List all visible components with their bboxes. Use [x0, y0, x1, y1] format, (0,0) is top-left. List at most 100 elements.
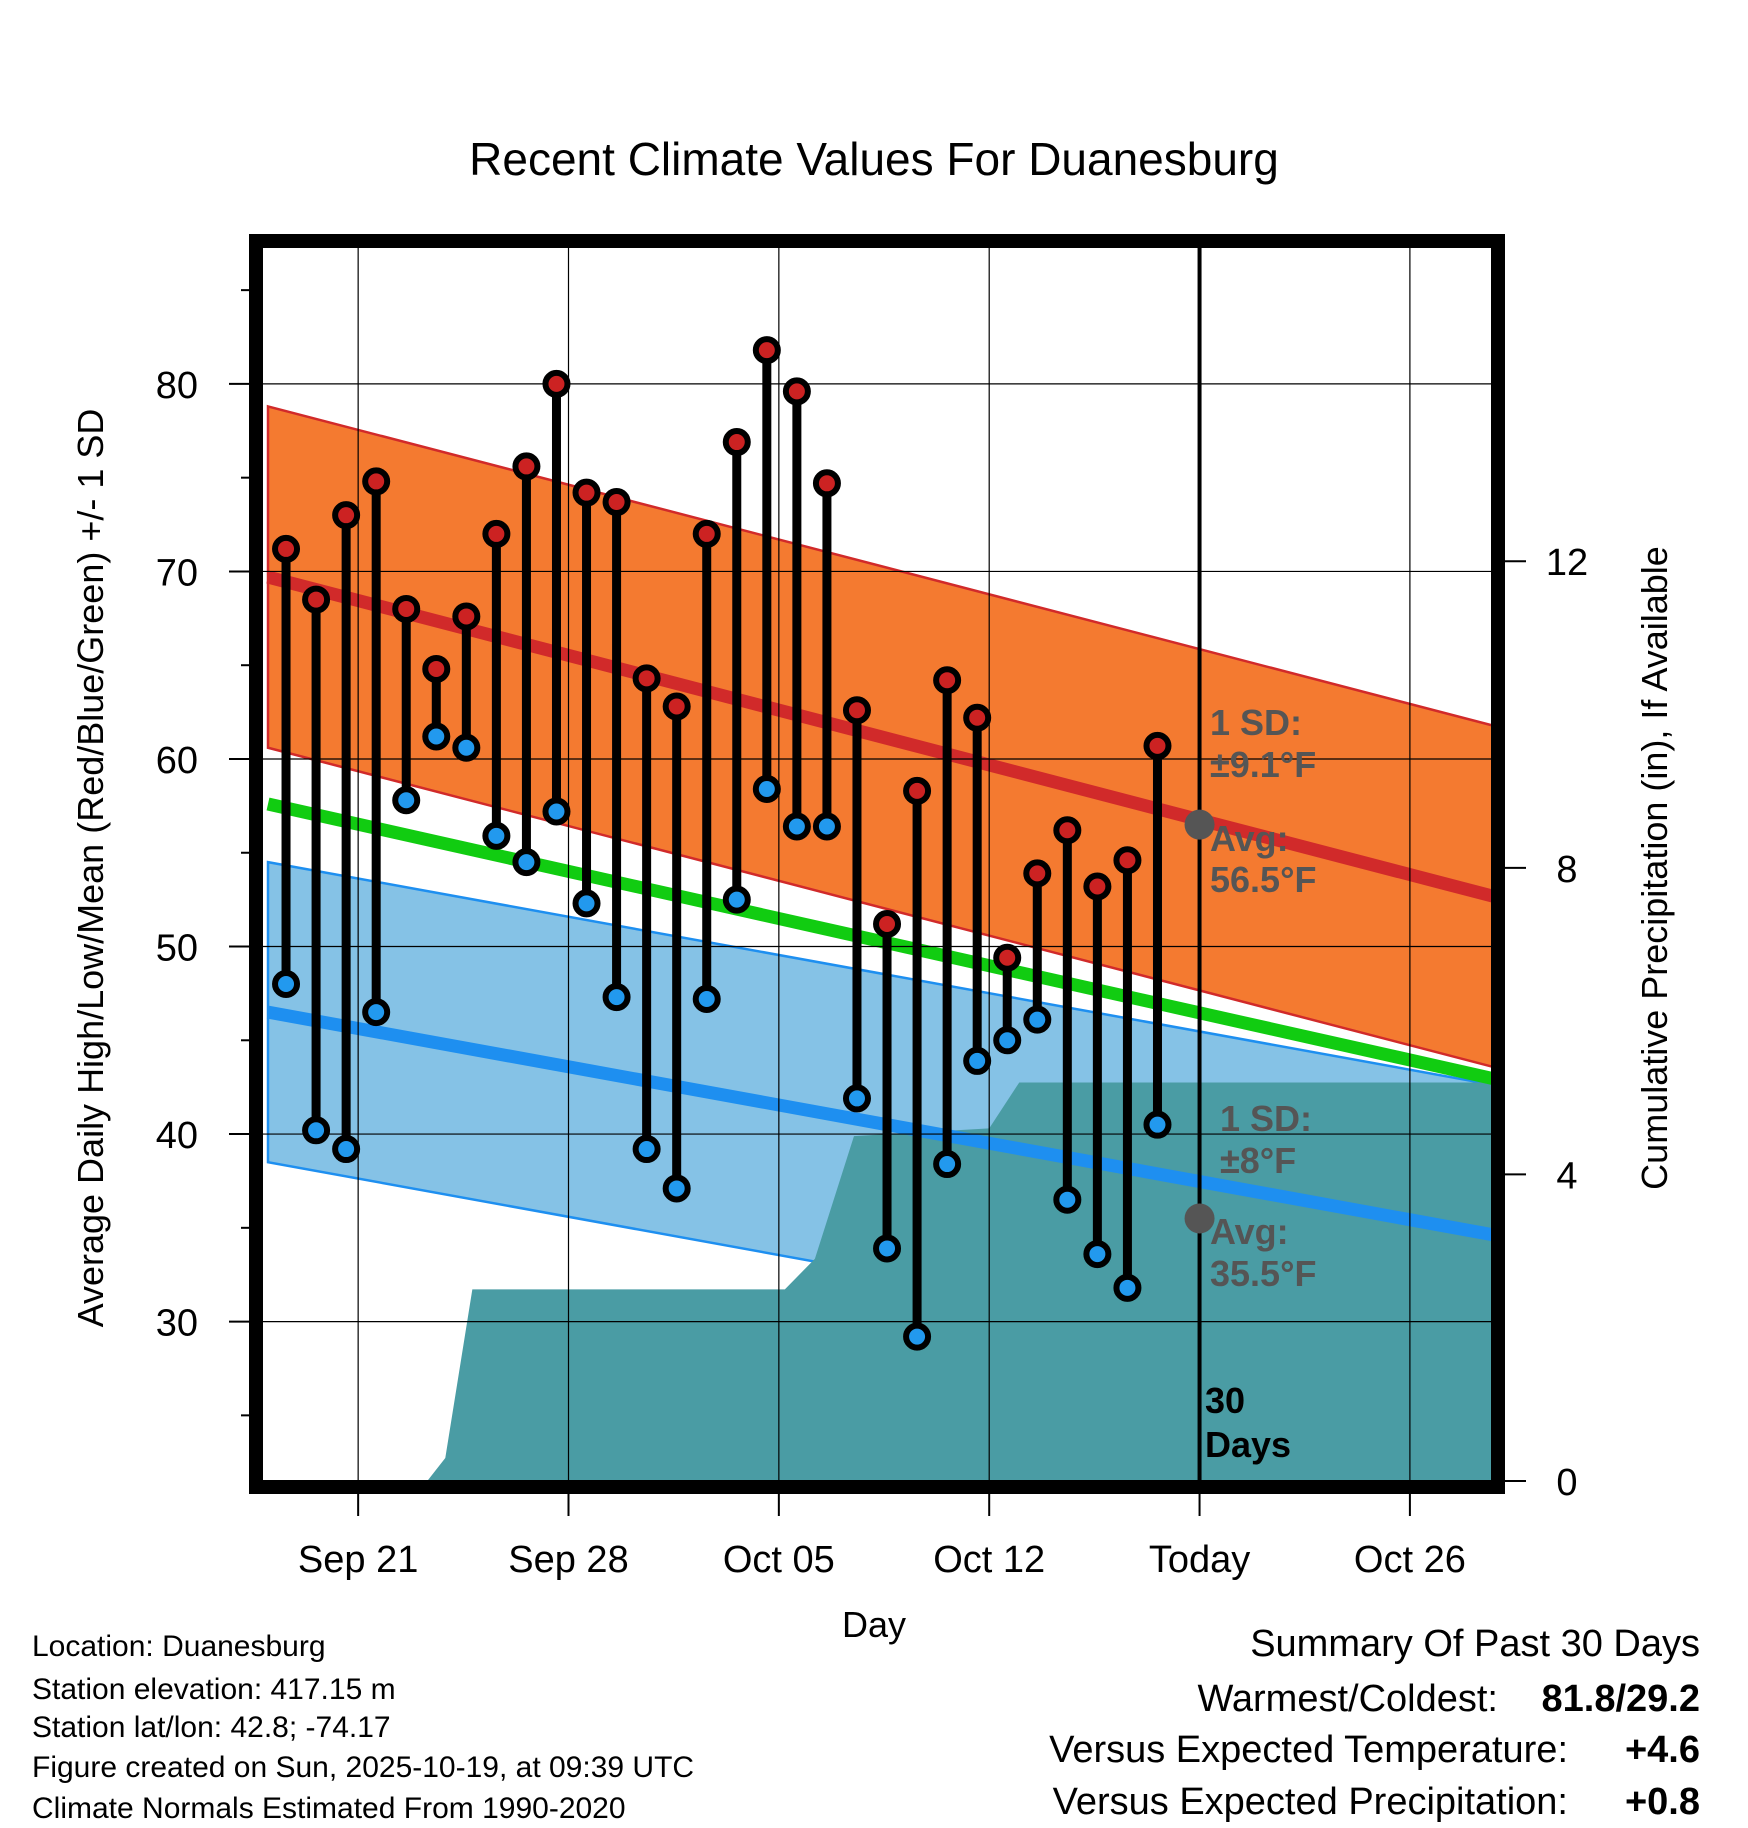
daily-low-point	[332, 1135, 361, 1164]
daily-high-point	[662, 692, 691, 721]
plot-frame	[249, 234, 1505, 1494]
today-high-avg-point	[1184, 809, 1215, 840]
daily-low-point	[572, 889, 601, 918]
daily-high-point	[302, 585, 331, 614]
summary-precip-value: +0.8	[1625, 1781, 1700, 1823]
x-axis-label: Day	[842, 1604, 906, 1645]
y-right-tick-label: 8	[1556, 849, 1577, 891]
daily-low-point	[422, 722, 451, 751]
daily-high-point	[1083, 872, 1112, 901]
y-left-tick-label: 80	[156, 365, 198, 407]
daily-low-point	[542, 797, 571, 826]
daily-high-point	[422, 654, 451, 683]
daily-low-point	[692, 985, 721, 1014]
daily-high-point	[332, 501, 361, 530]
footer-created: Figure created on Sun, 2025-10-19, at 09…	[32, 1751, 694, 1784]
y-right-tick-label: 4	[1556, 1155, 1577, 1197]
daily-high-point	[933, 666, 962, 695]
x-tick-label: Oct 12	[933, 1539, 1045, 1581]
daily-high-point	[963, 703, 992, 732]
y-axis-right-label: Cumulative Precipitation (in), If Availa…	[1634, 546, 1675, 1190]
daily-high-point	[752, 336, 781, 365]
low-avg-label: Avg:	[1210, 1211, 1289, 1252]
chart-title: Recent Climate Values For Duanesburg	[469, 133, 1279, 185]
axes: 30 40 50 60 70 80 0 4 8 12 Sep 21 Sep 28 Oct 05 Oct 1…	[156, 234, 1588, 1581]
daily-high-point	[1143, 731, 1172, 760]
y-right-tick-label: 12	[1546, 542, 1588, 584]
high-avg-value: 56.5°F	[1210, 859, 1316, 900]
summary-temp-label: Versus Expected Temperature:	[1049, 1729, 1568, 1771]
y-left-tick-label: 60	[156, 740, 198, 782]
y-left-tick-label: 50	[156, 928, 198, 970]
today-low-avg-point	[1184, 1203, 1215, 1234]
summary-warm-cold-value: 81.8/29.2	[1542, 1678, 1700, 1720]
daily-low-point	[933, 1150, 962, 1179]
daily-low-point	[782, 812, 811, 841]
daily-low-point	[512, 848, 541, 877]
daily-low-point	[392, 786, 421, 815]
high-avg-label: Avg:	[1210, 818, 1289, 859]
daily-low-point	[662, 1174, 691, 1203]
daily-high-point	[602, 488, 631, 517]
daily-low-point	[752, 774, 781, 803]
daily-high-point	[392, 594, 421, 623]
daily-low-point	[993, 1026, 1022, 1055]
daily-low-point	[602, 983, 631, 1012]
daily-low-point	[632, 1135, 661, 1164]
daily-low-point	[963, 1046, 992, 1075]
summary-temp-value: +4.6	[1625, 1729, 1700, 1771]
y-right-tick-label: 0	[1556, 1462, 1577, 1504]
y-left-tick-label: 40	[156, 1115, 198, 1157]
x-tick-label: Oct 26	[1354, 1539, 1466, 1581]
daily-low-point	[842, 1084, 871, 1113]
summary-panel: Summary Of Past 30 Days Warmest/Coldest:…	[1049, 1623, 1700, 1823]
daily-low-point	[1023, 1005, 1052, 1034]
daily-low-point	[272, 970, 301, 999]
y-left-tick-label: 30	[156, 1303, 198, 1345]
y-left-tick-label: 70	[156, 552, 198, 594]
x-tick-label: Today	[1149, 1539, 1250, 1581]
daily-low-point	[1143, 1110, 1172, 1139]
footer-normals: Climate Normals Estimated From 1990-2020	[32, 1792, 626, 1825]
high-sd-label: 1 SD:	[1210, 702, 1302, 743]
daily-low-point	[812, 812, 841, 841]
daily-low-point	[903, 1322, 932, 1351]
daily-high-point	[482, 519, 511, 548]
summary-warm-cold-label: Warmest/Coldest:	[1197, 1678, 1498, 1720]
daily-low-point	[482, 821, 511, 850]
daily-high-point	[272, 534, 301, 563]
daily-high-point	[512, 452, 541, 481]
footer-location: Location: Duanesburg	[32, 1630, 326, 1663]
daily-high-point	[632, 664, 661, 693]
daily-high-point	[1023, 859, 1052, 888]
daily-low-point	[302, 1116, 331, 1145]
daily-high-point	[993, 943, 1022, 972]
daily-low-point	[1083, 1240, 1112, 1269]
low-sd-label: 1 SD:	[1220, 1098, 1312, 1139]
daily-high-point	[842, 696, 871, 725]
daily-high-point	[1113, 846, 1142, 875]
plot-area	[262, 247, 1492, 1481]
daily-high-point	[362, 467, 391, 496]
daily-low-point	[1113, 1273, 1142, 1302]
daily-high-point	[812, 469, 841, 498]
normal-high-line	[266, 570, 1492, 903]
x-tick-label: Sep 28	[508, 1539, 628, 1581]
daily-high-point	[572, 478, 601, 507]
daily-high-point	[692, 519, 721, 548]
high-sd-value: ±9.1°F	[1210, 744, 1316, 785]
daily-high-point	[873, 910, 902, 939]
x-tick-label: Oct 05	[723, 1539, 835, 1581]
today-days-label: Days	[1205, 1424, 1291, 1465]
daily-high-point	[1053, 816, 1082, 845]
x-tick-label: Sep 21	[298, 1539, 418, 1581]
daily-low-point	[722, 885, 751, 914]
daily-low-point	[1053, 1185, 1082, 1214]
footer-elevation: Station elevation: 417.15 m	[32, 1673, 396, 1706]
low-avg-value: 35.5°F	[1210, 1253, 1316, 1294]
today-days-number: 30	[1205, 1380, 1245, 1421]
daily-high-point	[542, 369, 571, 398]
summary-heading: Summary Of Past 30 Days	[1250, 1623, 1700, 1665]
